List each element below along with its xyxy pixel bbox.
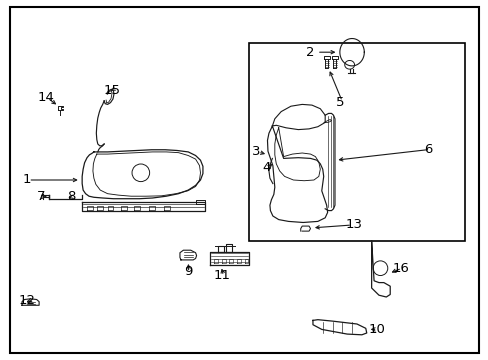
Text: 1: 1: [22, 174, 31, 186]
Text: 16: 16: [392, 262, 408, 275]
Text: 7: 7: [37, 190, 46, 203]
Text: 8: 8: [66, 190, 75, 203]
Text: 13: 13: [346, 219, 362, 231]
Text: 14: 14: [38, 91, 55, 104]
Text: 12: 12: [19, 294, 35, 307]
Text: 15: 15: [104, 84, 121, 96]
Text: 3: 3: [252, 145, 261, 158]
Text: 5: 5: [335, 96, 344, 109]
Text: 11: 11: [214, 269, 230, 282]
Bar: [249, 43, 464, 241]
Text: 2: 2: [305, 46, 314, 59]
Text: 4: 4: [262, 161, 270, 174]
Text: 9: 9: [183, 265, 192, 278]
Text: 10: 10: [367, 323, 384, 336]
Text: 6: 6: [423, 143, 431, 156]
